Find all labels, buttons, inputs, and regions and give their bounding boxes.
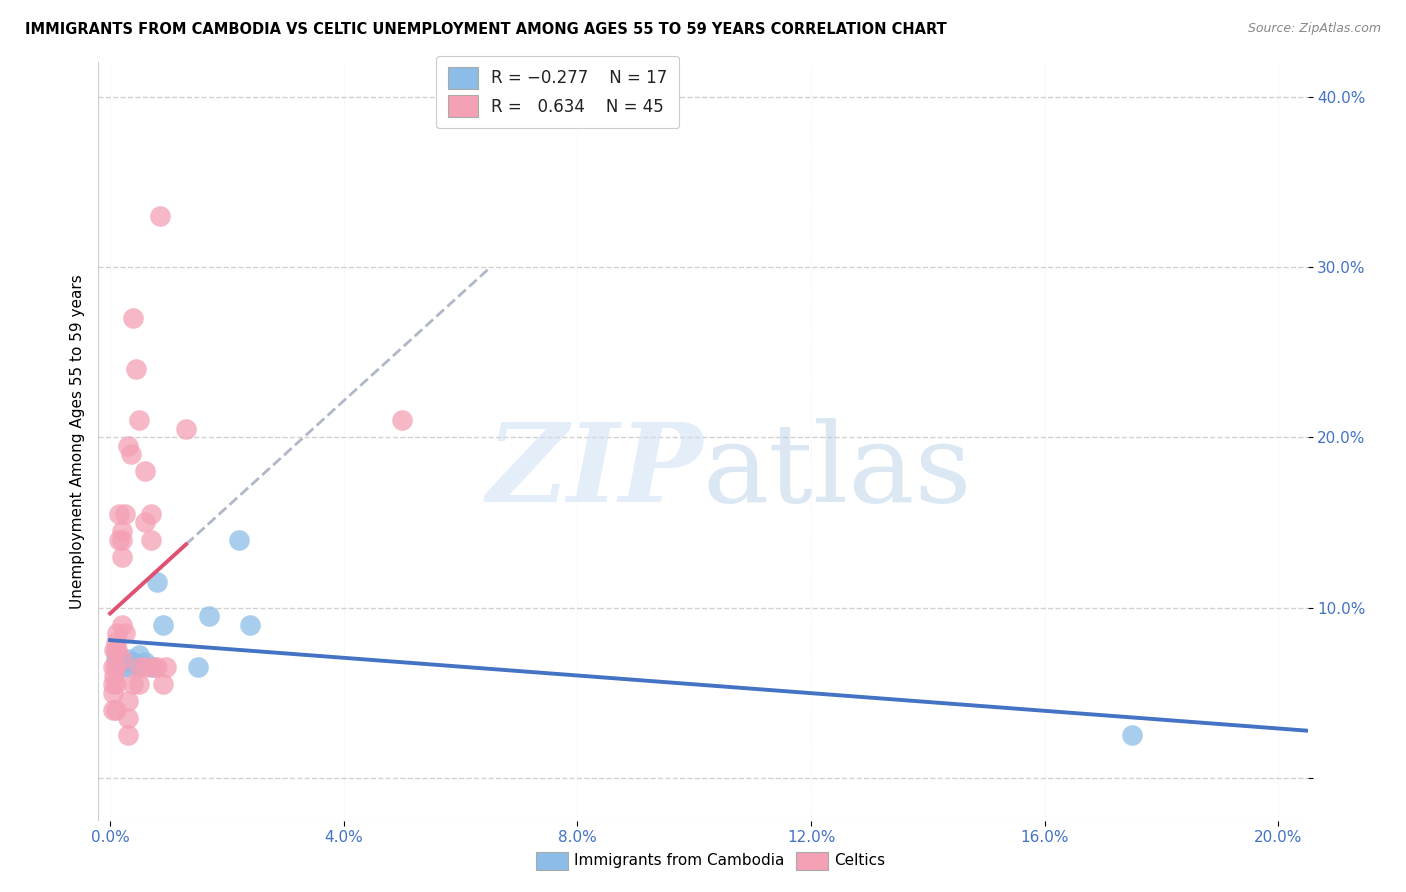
Point — [101, 660, 124, 674]
Point — [101, 686, 124, 700]
Y-axis label: Unemployment Among Ages 55 to 59 years: Unemployment Among Ages 55 to 59 years — [69, 274, 84, 609]
Point — [198, 609, 221, 624]
Point — [139, 533, 162, 547]
Point — [117, 660, 139, 674]
Point — [152, 677, 174, 691]
Point — [114, 507, 136, 521]
Point — [104, 634, 127, 648]
Point — [104, 652, 127, 666]
Text: atlas: atlas — [703, 418, 973, 525]
Point — [239, 617, 262, 632]
Point — [108, 507, 131, 521]
Point — [134, 464, 156, 478]
Point — [174, 422, 197, 436]
Point — [111, 655, 134, 669]
Point — [128, 660, 150, 674]
Point — [155, 660, 177, 674]
Point — [146, 575, 169, 590]
Point — [149, 209, 172, 223]
Point — [105, 626, 128, 640]
Point — [128, 413, 150, 427]
Text: Immigrants from Cambodia: Immigrants from Cambodia — [574, 854, 785, 868]
Point — [117, 711, 139, 725]
Point — [228, 533, 250, 547]
Text: Source: ZipAtlas.com: Source: ZipAtlas.com — [1247, 22, 1381, 36]
Point — [139, 507, 162, 521]
Point — [103, 669, 125, 683]
Point — [117, 694, 139, 708]
Point — [117, 728, 139, 742]
Point — [104, 660, 127, 674]
Point — [111, 617, 134, 632]
Bar — [796, 853, 828, 871]
Point — [111, 660, 134, 674]
Point — [104, 677, 127, 691]
Point — [122, 311, 145, 326]
Text: Celtics: Celtics — [834, 854, 884, 868]
Point — [114, 626, 136, 640]
Point — [128, 677, 150, 691]
Point — [117, 652, 139, 666]
Point — [104, 703, 127, 717]
Point — [134, 655, 156, 669]
Text: IMMIGRANTS FROM CAMBODIA VS CELTIC UNEMPLOYMENT AMONG AGES 55 TO 59 YEARS CORREL: IMMIGRANTS FROM CAMBODIA VS CELTIC UNEMP… — [25, 22, 948, 37]
Point — [1121, 728, 1143, 742]
Point — [111, 533, 134, 547]
Point — [187, 660, 209, 674]
Point — [101, 677, 124, 691]
Point — [125, 362, 148, 376]
Point — [134, 660, 156, 674]
Point — [128, 648, 150, 663]
Point — [122, 677, 145, 691]
Point — [111, 652, 134, 666]
Legend: R = −0.277    N = 17, R =   0.634    N = 45: R = −0.277 N = 17, R = 0.634 N = 45 — [436, 55, 679, 128]
Point — [122, 655, 145, 669]
Point — [142, 660, 165, 674]
Point — [101, 703, 124, 717]
Point — [117, 439, 139, 453]
Point — [120, 447, 142, 461]
Point — [103, 643, 125, 657]
Point — [391, 413, 413, 427]
Text: ZIP: ZIP — [486, 418, 703, 525]
Point — [111, 524, 134, 538]
Point — [111, 549, 134, 564]
Point — [105, 643, 128, 657]
Point — [104, 643, 127, 657]
Point — [139, 660, 162, 674]
Point — [146, 660, 169, 674]
Point — [134, 516, 156, 530]
Point — [108, 533, 131, 547]
Point — [152, 617, 174, 632]
Bar — [536, 853, 568, 871]
Point — [128, 660, 150, 674]
